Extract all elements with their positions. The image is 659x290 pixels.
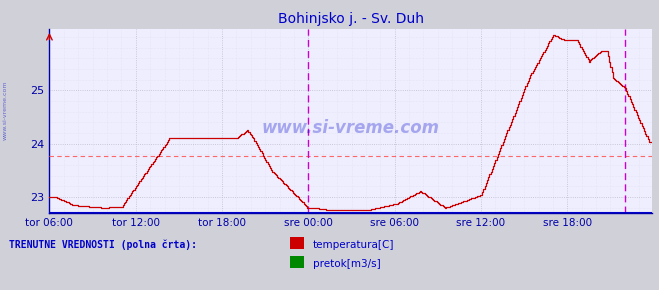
- Text: TRENUTNE VREDNOSTI (polna črta):: TRENUTNE VREDNOSTI (polna črta):: [9, 239, 196, 250]
- Title: Bohinjsko j. - Sv. Duh: Bohinjsko j. - Sv. Duh: [278, 12, 424, 26]
- Text: www.si-vreme.com: www.si-vreme.com: [3, 80, 8, 140]
- Text: pretok[m3/s]: pretok[m3/s]: [313, 259, 381, 269]
- Text: www.si-vreme.com: www.si-vreme.com: [262, 119, 440, 137]
- Text: temperatura[C]: temperatura[C]: [313, 240, 395, 250]
